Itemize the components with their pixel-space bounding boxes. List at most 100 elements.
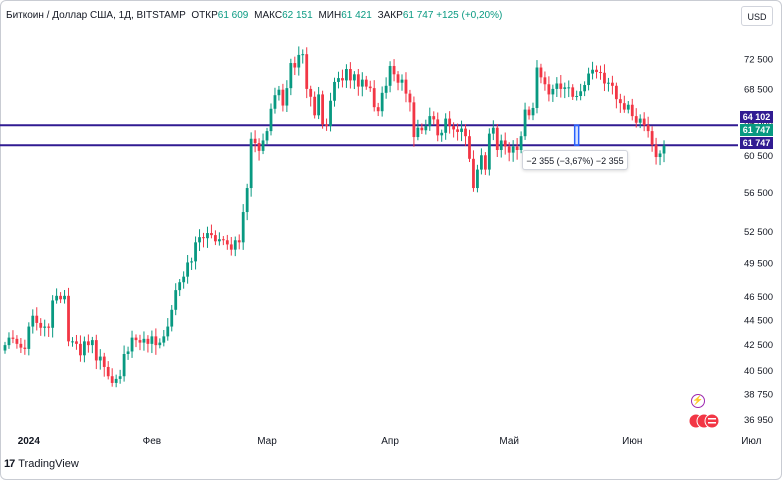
- tradingview-branding[interactable]: 17 TradingView: [4, 458, 79, 470]
- candle-body: [146, 338, 150, 344]
- candle-body: [39, 322, 43, 328]
- candle-body: [293, 63, 297, 68]
- candle-body: [595, 69, 598, 73]
- candle-body: [364, 79, 368, 87]
- price-badge-hline-bottom: 61 747: [740, 137, 773, 149]
- y-tick-label-6: 49 500: [744, 259, 773, 270]
- symbol-label[interactable]: Биткоин / Доллар США, 1Д, BITSTAMP: [6, 10, 186, 21]
- x-tick-label-5: Июн: [622, 436, 642, 447]
- candle-body: [198, 237, 201, 243]
- candle-body: [206, 233, 209, 239]
- candle-body: [650, 131, 654, 145]
- candle-body: [269, 108, 273, 132]
- y-tick-label-7: 46 500: [744, 292, 773, 303]
- candle-body: [7, 337, 11, 346]
- candle-body: [90, 340, 94, 346]
- currency-button[interactable]: USD: [741, 6, 773, 26]
- candle-body: [217, 239, 221, 242]
- candle-body: [579, 91, 583, 96]
- candle-body: [150, 336, 154, 344]
- y-tick-label-4: 56 500: [744, 188, 773, 199]
- candle-body: [130, 337, 134, 352]
- candle-body: [55, 295, 59, 301]
- candle-body: [47, 326, 51, 328]
- candle-body: [634, 116, 638, 123]
- candle-body: [428, 116, 432, 127]
- candle-body: [94, 340, 98, 361]
- candle-body: [495, 127, 499, 150]
- candle-body: [626, 104, 630, 110]
- x-tick-label-0: 2024: [18, 436, 41, 447]
- candle-body: [110, 376, 114, 383]
- candle-body: [503, 140, 507, 147]
- chart-legend: Биткоин / Доллар США, 1Д, BITSTAMP ОТКР6…: [6, 10, 502, 21]
- candle-body: [376, 107, 380, 112]
- candle-body: [59, 295, 62, 300]
- candle-body: [583, 85, 587, 92]
- candle-body: [257, 143, 261, 151]
- currency-flags-icon[interactable]: [688, 413, 724, 429]
- candle-body: [114, 378, 118, 383]
- candle-body: [122, 354, 126, 377]
- candle-body: [416, 127, 420, 138]
- candle-body: [106, 366, 110, 377]
- y-tick-label-10: 40 500: [744, 366, 773, 377]
- y-tick-label-8: 44 500: [744, 316, 773, 327]
- candle-body: [190, 261, 193, 263]
- candle-body: [321, 94, 324, 125]
- candle-body: [23, 347, 27, 349]
- high-value: 62 151: [282, 10, 313, 21]
- y-tick-label-1: 68 500: [744, 85, 773, 96]
- candle-body: [285, 88, 289, 106]
- candle-body: [162, 336, 166, 343]
- x-tick-label-1: Фев: [143, 436, 161, 447]
- price-badge-hline-top: 64 102: [740, 111, 773, 123]
- candle-body: [372, 88, 376, 108]
- candle-body: [233, 240, 237, 250]
- x-tick-label-3: Апр: [381, 436, 399, 447]
- open-value: 61 609: [217, 10, 249, 21]
- candle-body: [186, 262, 190, 277]
- candle-body: [35, 315, 39, 323]
- low-label: МИН: [318, 10, 342, 21]
- candle-body: [261, 140, 265, 151]
- close-value: 61 747: [402, 10, 434, 21]
- close-label: ЗАКР: [377, 10, 403, 21]
- candle-body: [289, 63, 293, 89]
- candle-body: [15, 338, 19, 344]
- x-tick-label-6: Июл: [741, 436, 761, 447]
- candle-body: [468, 136, 471, 159]
- candle-body: [102, 356, 106, 367]
- candle-body: [654, 144, 658, 158]
- candle-body: [464, 128, 467, 137]
- candle-body: [396, 74, 400, 83]
- candle-body: [547, 84, 551, 95]
- candle-body: [630, 104, 634, 117]
- candle-body: [499, 140, 503, 150]
- candle-body: [341, 78, 344, 81]
- candle-body: [452, 126, 456, 130]
- candle-body: [325, 124, 328, 127]
- candle-body: [356, 74, 360, 87]
- candle-body: [404, 79, 408, 94]
- candle-body: [487, 133, 491, 170]
- candle-body: [75, 341, 78, 344]
- candle-body: [543, 77, 547, 85]
- y-tick-label-11: 38 750: [744, 390, 773, 401]
- candle-body: [83, 341, 86, 356]
- candle-body: [523, 109, 527, 137]
- lightning-icon[interactable]: ⚡: [691, 394, 705, 408]
- candle-body: [476, 169, 479, 189]
- candle-body: [483, 155, 487, 170]
- candle-body: [309, 88, 313, 97]
- candle-body: [563, 87, 567, 89]
- y-tick-label-5: 52 500: [744, 227, 773, 238]
- candle-body: [194, 242, 197, 262]
- candle-body: [277, 89, 281, 96]
- candle-body: [178, 282, 182, 291]
- candle-body: [126, 351, 130, 355]
- candle-body: [67, 295, 70, 342]
- candle-body: [241, 212, 245, 243]
